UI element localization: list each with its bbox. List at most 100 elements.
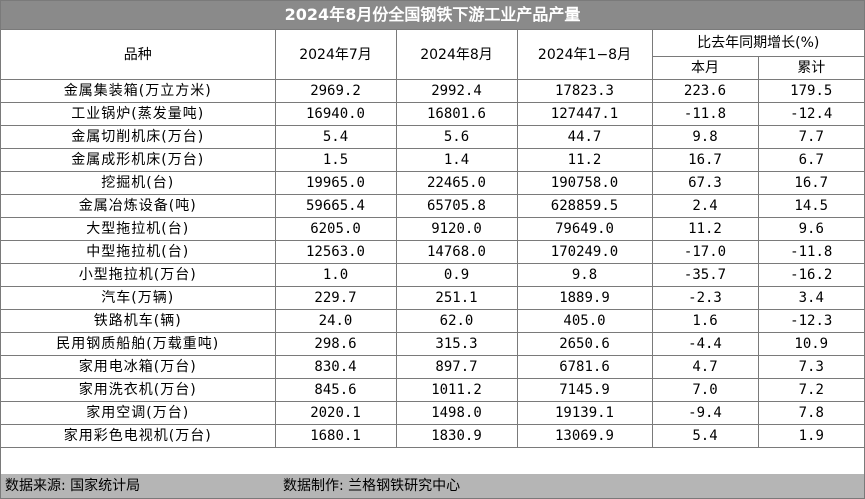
value-cell-ytd: 9.8 [516,263,653,287]
value-cell-aug: 65705.8 [395,194,518,218]
table-row: 汽车(万辆) 229.7 251.1 1889.9 -2.3 3.4 [1,286,865,310]
value-cell-aug: 1498.0 [395,401,518,425]
table-row: 家用电冰箱(万台) 830.4 897.7 6781.6 4.7 7.3 [1,355,865,379]
table-row: 金属冶炼设备(吨) 59665.4 65705.8 628859.5 2.4 14.5 [1,194,865,218]
product-name-cell: 小型拖拉机(万台) [1,263,276,287]
value-cell-cum: 3.4 [757,286,865,310]
value-cell-ytd: 2650.6 [516,332,653,356]
table-row: 挖掘机(台) 19965.0 22465.0 190758.0 67.3 16.7 [1,171,865,195]
table-row: 家用彩色电视机(万台) 1680.1 1830.9 13069.9 5.4 1.9 [1,424,865,448]
table-row: 家用空调(万台) 2020.1 1498.0 19139.1 -9.4 7.8 [1,401,865,425]
table-row: 民用钢质船舶(万载重吨) 298.6 315.3 2650.6 -4.4 10.9 [1,332,865,356]
value-cell-aug: 62.0 [395,309,518,333]
value-cell-month: 67.3 [651,171,759,195]
value-cell-month: 2.4 [651,194,759,218]
header-cumulative: 累计 [757,56,865,80]
product-name-cell: 家用洗衣机(万台) [1,378,276,402]
value-cell-cum: 7.3 [757,355,865,379]
value-cell-cum: 179.5 [757,79,865,103]
product-name-cell: 中型拖拉机(台) [1,240,276,264]
value-cell-jul: 59665.4 [274,194,397,218]
value-cell-aug: 897.7 [395,355,518,379]
value-cell-ytd: 7145.9 [516,378,653,402]
table-row: 大型拖拉机(台) 6205.0 9120.0 79649.0 11.2 9.6 [1,217,865,241]
value-cell-aug: 1011.2 [395,378,518,402]
value-cell-month: 1.6 [651,309,759,333]
table-row: 小型拖拉机(万台) 1.0 0.9 9.8 -35.7 -16.2 [1,263,865,287]
value-cell-cum: 9.6 [757,217,865,241]
value-cell-jul: 229.7 [274,286,397,310]
value-cell-ytd: 127447.1 [516,102,653,126]
value-cell-month: -4.4 [651,332,759,356]
value-cell-aug: 315.3 [395,332,518,356]
table-row: 金属集装箱(万立方米) 2969.2 2992.4 17823.3 223.6 179.5 [1,79,865,103]
value-cell-aug: 22465.0 [395,171,518,195]
value-cell-month: 5.4 [651,424,759,448]
table-title: 2024年8月份全国钢铁下游工业产品产量 [1,1,864,30]
value-cell-ytd: 17823.3 [516,79,653,103]
table-row: 中型拖拉机(台) 12563.0 14768.0 170249.0 -17.0 -11.8 [1,240,865,264]
value-cell-month: -2.3 [651,286,759,310]
product-name-cell: 金属成形机床(万台) [1,148,276,172]
value-cell-aug: 251.1 [395,286,518,310]
value-cell-cum: 6.7 [757,148,865,172]
value-cell-ytd: 628859.5 [516,194,653,218]
product-name-cell: 铁路机车(辆) [1,309,276,333]
value-cell-jul: 5.4 [274,125,397,149]
value-cell-cum: 7.2 [757,378,865,402]
table-row: 金属切削机床(万台) 5.4 5.6 44.7 9.8 7.7 [1,125,865,149]
value-cell-aug: 0.9 [395,263,518,287]
value-cell-ytd: 19139.1 [516,401,653,425]
value-cell-jul: 19965.0 [274,171,397,195]
value-cell-jul: 298.6 [274,332,397,356]
value-cell-month: -35.7 [651,263,759,287]
value-cell-jul: 2969.2 [274,79,397,103]
value-cell-jul: 1680.1 [274,424,397,448]
value-cell-cum: -12.3 [757,309,865,333]
value-cell-month: 16.7 [651,148,759,172]
value-cell-cum: -12.4 [757,102,865,126]
value-cell-jul: 830.4 [274,355,397,379]
value-cell-cum: -16.2 [757,263,865,287]
value-cell-aug: 14768.0 [395,240,518,264]
value-cell-ytd: 11.2 [516,148,653,172]
table-row: 金属成形机床(万台) 1.5 1.4 11.2 16.7 6.7 [1,148,865,172]
production-table: 品种 2024年7月 2024年8月 2024年1−8月 比去年同期增长(%) … [1,30,865,448]
value-cell-jul: 2020.1 [274,401,397,425]
value-cell-ytd: 13069.9 [516,424,653,448]
value-cell-month: 9.8 [651,125,759,149]
value-cell-jul: 1.5 [274,148,397,172]
value-cell-jul: 6205.0 [274,217,397,241]
value-cell-month: 4.7 [651,355,759,379]
product-name-cell: 家用电冰箱(万台) [1,355,276,379]
value-cell-aug: 1830.9 [395,424,518,448]
header-aug: 2024年8月 [395,30,518,80]
value-cell-cum: 10.9 [757,332,865,356]
data-producer: 数据制作: 兰格钢铁研究中心 [283,478,461,494]
value-cell-jul: 1.0 [274,263,397,287]
product-name-cell: 金属集装箱(万立方米) [1,79,276,103]
value-cell-jul: 24.0 [274,309,397,333]
product-name-cell: 工业锅炉(蒸发量吨) [1,102,276,126]
value-cell-aug: 16801.6 [395,102,518,126]
value-cell-cum: 14.5 [757,194,865,218]
value-cell-jul: 12563.0 [274,240,397,264]
value-cell-month: -17.0 [651,240,759,264]
product-name-cell: 金属切削机床(万台) [1,125,276,149]
value-cell-aug: 5.6 [395,125,518,149]
value-cell-month: 223.6 [651,79,759,103]
header-jul: 2024年7月 [274,30,397,80]
value-cell-ytd: 405.0 [516,309,653,333]
data-source: 数据来源: 国家统计局 [5,478,141,494]
value-cell-month: -11.8 [651,102,759,126]
product-name-cell: 家用彩色电视机(万台) [1,424,276,448]
table-row: 铁路机车(辆) 24.0 62.0 405.0 1.6 -12.3 [1,309,865,333]
product-name-cell: 汽车(万辆) [1,286,276,310]
value-cell-jul: 16940.0 [274,102,397,126]
header-product: 品种 [1,30,276,80]
value-cell-ytd: 170249.0 [516,240,653,264]
value-cell-ytd: 44.7 [516,125,653,149]
product-name-cell: 大型拖拉机(台) [1,217,276,241]
value-cell-cum: 7.8 [757,401,865,425]
